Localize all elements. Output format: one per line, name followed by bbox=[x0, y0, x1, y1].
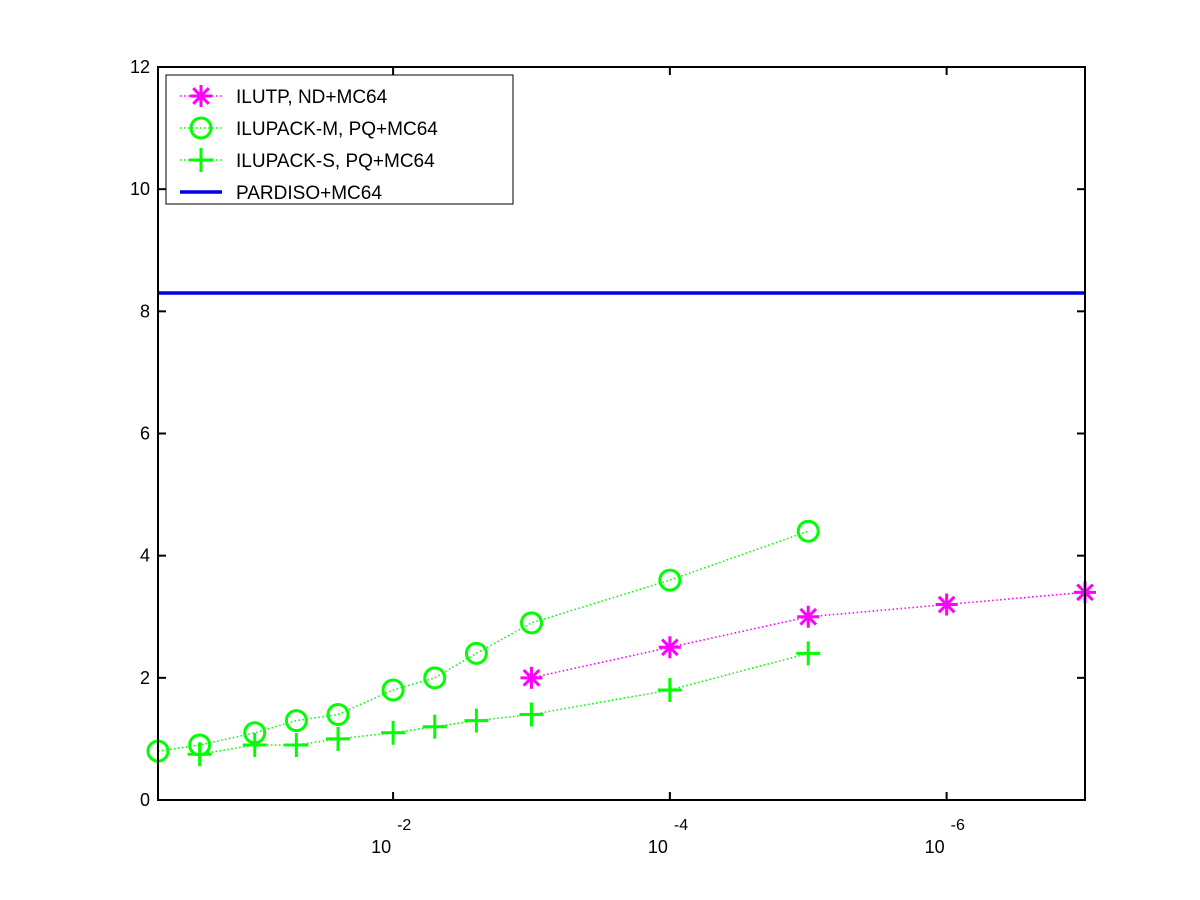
legend-entry: ILUPACK-M, PQ+MC64 bbox=[180, 116, 438, 140]
series-line bbox=[157, 530, 809, 752]
legend-box bbox=[165, 74, 514, 205]
data-point-circle bbox=[189, 116, 213, 140]
x-tick-label-exponent: -6 bbox=[951, 817, 965, 834]
data-point-asterisk bbox=[797, 605, 820, 628]
data-point-circle bbox=[326, 702, 350, 726]
y-tick-label: 6 bbox=[140, 424, 150, 444]
data-point-plus bbox=[464, 708, 489, 733]
data-point-circle bbox=[519, 611, 543, 635]
data-point-circle bbox=[423, 666, 447, 690]
y-tick-label: 12 bbox=[130, 57, 150, 77]
data-point-circle bbox=[284, 709, 308, 733]
data-point-circle bbox=[658, 568, 682, 592]
data-point-asterisk bbox=[658, 636, 681, 659]
data-point-plus bbox=[422, 714, 447, 739]
legend-label: PARDISO+MC64 bbox=[236, 183, 382, 204]
data-point-plus bbox=[189, 148, 213, 172]
x-tick-label-base: 10 bbox=[371, 837, 391, 857]
data-point-plus bbox=[657, 678, 682, 703]
data-point-plus bbox=[242, 733, 267, 758]
axes: 0 2 4 6 8 10 12 10 -2 10 -4 10 -6 bbox=[130, 57, 1086, 857]
data-point-plus bbox=[326, 726, 351, 751]
y-tick-label: 2 bbox=[140, 668, 150, 688]
data-point-plus bbox=[284, 733, 309, 758]
y-tick-label: 0 bbox=[140, 790, 150, 810]
legend-entry: ILUPACK-S, PQ+MC64 bbox=[180, 148, 435, 172]
legend-label: ILUPACK-M, PQ+MC64 bbox=[236, 119, 438, 140]
legend-label: ILUPACK-S, PQ+MC64 bbox=[236, 151, 435, 172]
data-point-plus bbox=[381, 720, 406, 745]
data-point-asterisk bbox=[520, 666, 543, 689]
legend: ILUTP, ND+MC64 ILUPACK-M, PQ+MC64 ILUPACK-… bbox=[165, 74, 514, 205]
series-line bbox=[199, 652, 809, 755]
legend-entry: PARDISO+MC64 bbox=[180, 183, 382, 204]
data-point-circle bbox=[381, 678, 405, 702]
y-tick-label: 4 bbox=[140, 546, 150, 566]
data-point-circle bbox=[464, 641, 488, 665]
x-tick-label-base: 10 bbox=[648, 837, 668, 857]
x-tick-label-base: 10 bbox=[925, 837, 945, 857]
series-line bbox=[531, 591, 1086, 679]
x-tick-label-exponent: -2 bbox=[397, 817, 411, 834]
series-1 bbox=[146, 519, 820, 763]
data-point-plus bbox=[796, 641, 821, 666]
data-point-plus bbox=[519, 702, 544, 727]
y-tick-label: 8 bbox=[140, 301, 150, 321]
data-point-asterisk bbox=[190, 85, 212, 107]
x-tick-label-exponent: -4 bbox=[674, 817, 688, 834]
y-tick-label: 10 bbox=[130, 179, 150, 199]
legend-entry: ILUTP, ND+MC64 bbox=[180, 85, 388, 108]
series-2 bbox=[187, 641, 821, 767]
data-point-plus bbox=[187, 742, 212, 767]
legend-label: ILUTP, ND+MC64 bbox=[236, 87, 388, 108]
data-point-circle bbox=[796, 519, 820, 543]
data-point-asterisk bbox=[935, 593, 958, 616]
